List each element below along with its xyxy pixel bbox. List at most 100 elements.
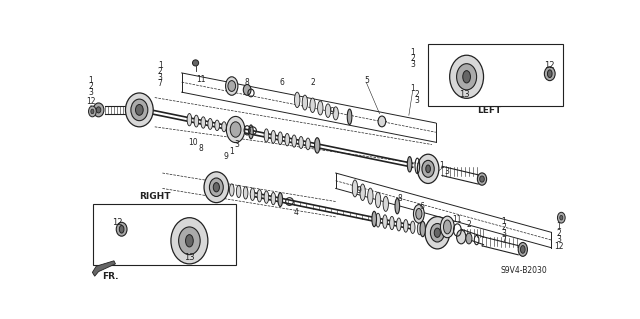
Ellipse shape: [413, 204, 424, 223]
Ellipse shape: [480, 176, 484, 182]
Ellipse shape: [221, 122, 227, 132]
Text: 2: 2: [158, 67, 163, 76]
Text: 2: 2: [557, 229, 561, 238]
Ellipse shape: [417, 154, 439, 183]
Ellipse shape: [187, 114, 192, 126]
Bar: [93, 204, 236, 265]
Ellipse shape: [236, 185, 241, 197]
Text: 9: 9: [356, 186, 361, 195]
Polygon shape: [92, 261, 115, 276]
Text: 2: 2: [467, 220, 471, 229]
Text: 12: 12: [545, 61, 555, 70]
Text: 7: 7: [157, 79, 163, 88]
Ellipse shape: [450, 55, 484, 98]
Ellipse shape: [204, 172, 228, 203]
Ellipse shape: [179, 227, 200, 255]
Text: S9V4-B2030: S9V4-B2030: [501, 266, 548, 275]
Ellipse shape: [249, 125, 253, 139]
Text: 9: 9: [330, 107, 334, 116]
Text: 1: 1: [88, 76, 93, 85]
Text: 11: 11: [452, 215, 462, 224]
Ellipse shape: [201, 117, 205, 128]
Text: 1: 1: [158, 61, 163, 70]
Ellipse shape: [431, 224, 444, 242]
Ellipse shape: [422, 160, 435, 177]
Ellipse shape: [444, 220, 451, 234]
Ellipse shape: [435, 228, 440, 237]
Ellipse shape: [236, 125, 240, 134]
Text: 12: 12: [86, 97, 95, 106]
Ellipse shape: [557, 212, 565, 223]
Ellipse shape: [285, 133, 289, 146]
Ellipse shape: [310, 98, 316, 113]
Ellipse shape: [383, 196, 388, 211]
Ellipse shape: [395, 198, 399, 214]
Text: 1: 1: [229, 147, 234, 156]
Ellipse shape: [208, 118, 212, 130]
Text: FR.: FR.: [102, 272, 119, 281]
Ellipse shape: [463, 70, 470, 83]
Text: 3: 3: [415, 96, 420, 105]
Circle shape: [193, 60, 198, 66]
Text: 2: 2: [88, 82, 93, 91]
Text: 13: 13: [184, 253, 195, 262]
Text: 8: 8: [397, 194, 402, 203]
Ellipse shape: [407, 157, 412, 172]
Ellipse shape: [227, 116, 245, 143]
Ellipse shape: [376, 213, 380, 227]
Ellipse shape: [278, 193, 283, 207]
Ellipse shape: [547, 70, 552, 78]
Text: 6: 6: [419, 202, 424, 211]
Text: 1: 1: [410, 84, 415, 93]
Ellipse shape: [228, 123, 234, 133]
Ellipse shape: [403, 219, 408, 232]
Ellipse shape: [440, 216, 454, 238]
Ellipse shape: [225, 77, 238, 95]
Ellipse shape: [136, 105, 143, 115]
Text: 8: 8: [244, 78, 250, 87]
Ellipse shape: [294, 92, 300, 108]
Text: 3: 3: [444, 167, 449, 176]
Ellipse shape: [375, 192, 381, 208]
Ellipse shape: [360, 184, 365, 201]
Ellipse shape: [257, 189, 262, 202]
Ellipse shape: [520, 246, 525, 253]
Text: 1: 1: [501, 217, 506, 226]
Ellipse shape: [417, 223, 422, 235]
Ellipse shape: [390, 216, 394, 230]
Ellipse shape: [119, 226, 124, 233]
Text: 2: 2: [501, 223, 506, 232]
Text: 3: 3: [88, 88, 93, 97]
Ellipse shape: [397, 218, 401, 231]
Ellipse shape: [194, 115, 198, 127]
Text: 2: 2: [310, 78, 315, 87]
Ellipse shape: [243, 187, 248, 199]
Ellipse shape: [466, 233, 472, 244]
Ellipse shape: [456, 64, 477, 90]
Text: 13: 13: [459, 90, 470, 99]
Text: RIGHT: RIGHT: [139, 192, 170, 201]
Text: 1: 1: [557, 222, 561, 231]
Ellipse shape: [383, 215, 387, 228]
Text: 10: 10: [188, 138, 198, 147]
Text: 3: 3: [501, 229, 506, 238]
Ellipse shape: [325, 104, 331, 117]
Ellipse shape: [333, 107, 339, 120]
Text: 2: 2: [410, 54, 415, 63]
Ellipse shape: [302, 95, 308, 110]
Ellipse shape: [352, 180, 358, 197]
Text: 1: 1: [410, 48, 415, 57]
Ellipse shape: [264, 191, 269, 203]
Ellipse shape: [317, 101, 323, 115]
Ellipse shape: [264, 129, 269, 142]
Text: 11: 11: [196, 75, 205, 84]
Ellipse shape: [88, 106, 96, 117]
Text: 3: 3: [157, 73, 163, 82]
Ellipse shape: [278, 132, 283, 145]
Ellipse shape: [477, 173, 486, 185]
Ellipse shape: [372, 211, 376, 227]
Ellipse shape: [416, 208, 422, 219]
Ellipse shape: [314, 138, 320, 153]
Ellipse shape: [250, 188, 255, 200]
Text: 1: 1: [440, 161, 444, 170]
